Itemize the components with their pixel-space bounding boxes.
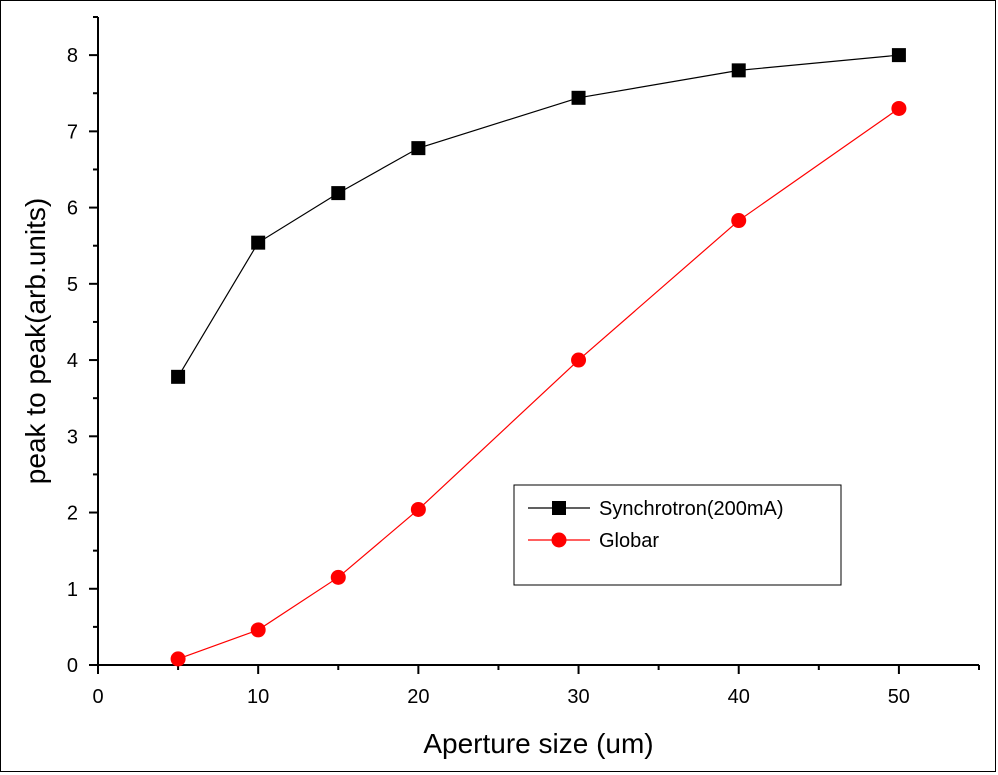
data-point-synchrotron <box>891 48 906 63</box>
x-tick-label: 40 <box>728 686 750 708</box>
y-tick-label: 7 <box>67 121 78 143</box>
legend: Synchrotron(200mA) Globar <box>513 484 842 586</box>
y-tick-label: 1 <box>67 579 78 601</box>
y-tick-label: 3 <box>67 426 78 448</box>
x-tick-label: 20 <box>407 686 429 708</box>
y-tick-label: 4 <box>67 350 78 372</box>
x-tick-label: 30 <box>567 686 589 708</box>
data-point-synchrotron <box>571 90 586 105</box>
data-point-globar <box>731 213 747 229</box>
series-layer <box>170 48 907 667</box>
legend-marker-globar <box>551 532 567 548</box>
x-tick-label: 50 <box>888 686 910 708</box>
data-point-synchrotron <box>731 63 746 78</box>
series-globar <box>170 100 907 667</box>
y-axis-title: peak to peak(arb.units) <box>20 198 51 484</box>
data-point-synchrotron <box>171 369 186 384</box>
y-tick-label: 8 <box>67 45 78 67</box>
data-point-globar <box>170 651 186 667</box>
x-axis-title: Aperture size (um) <box>423 728 653 759</box>
legend-box <box>513 484 842 586</box>
axes: 0 10 20 30 40 50 0 1 2 3 4 5 6 7 8 <box>67 16 980 708</box>
data-point-globar <box>891 100 907 116</box>
data-point-globar <box>330 569 346 585</box>
series-synchrotron <box>171 48 906 384</box>
data-point-globar <box>571 352 587 368</box>
legend-label-synchrotron: Synchrotron(200mA) <box>599 498 784 520</box>
series-line-synchrotron <box>177 54 899 378</box>
data-point-synchrotron <box>411 141 426 156</box>
y-tick-label: 2 <box>67 503 78 525</box>
y-tick-label: 6 <box>67 198 78 220</box>
data-point-synchrotron <box>331 186 346 201</box>
legend-label-globar: Globar <box>599 530 659 552</box>
legend-marker-synchrotron <box>552 501 566 515</box>
data-point-synchrotron <box>251 235 266 250</box>
y-tick-label: 5 <box>67 274 78 296</box>
y-tick-label: 0 <box>67 655 78 677</box>
x-tick-label: 0 <box>92 686 103 708</box>
data-point-globar <box>410 501 426 517</box>
x-tick-label: 10 <box>247 686 269 708</box>
data-point-globar <box>250 622 266 638</box>
